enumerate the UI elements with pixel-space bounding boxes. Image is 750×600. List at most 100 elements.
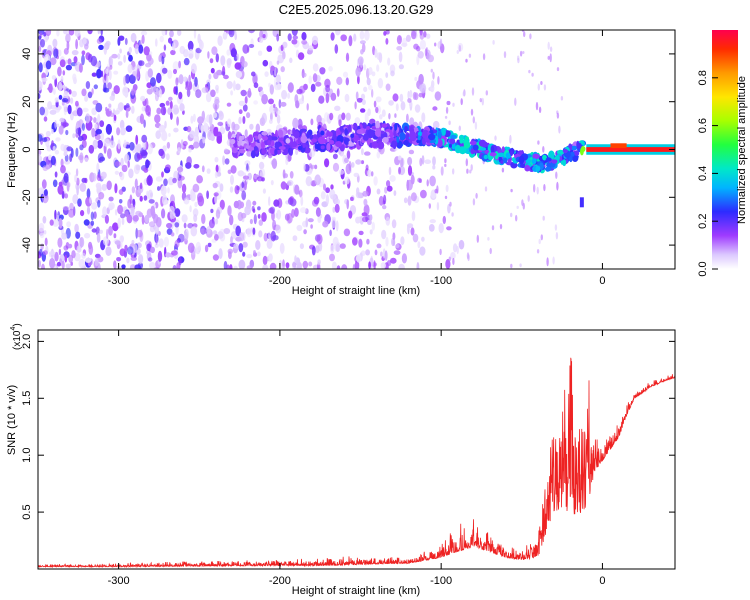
spectrogram-cell <box>501 167 505 173</box>
spectrogram-cell <box>542 146 545 153</box>
spectrogram-cell <box>155 38 158 47</box>
spectrogram-cell <box>38 222 45 232</box>
spectrogram-cell <box>419 31 425 40</box>
spectrogram-cell <box>334 203 340 213</box>
spectrogram-cell <box>285 262 290 269</box>
spectrogram-cell <box>315 245 320 254</box>
spectrogram-cell <box>398 166 401 175</box>
spectrogram-cell <box>122 86 129 97</box>
spectrogram-cell <box>315 81 322 87</box>
spectrogram-cell <box>452 257 455 266</box>
spectrogram-cell <box>224 158 230 165</box>
spectrogram-cell <box>75 231 81 239</box>
spectrogram-cell <box>344 157 349 164</box>
spectrogram-cell <box>266 239 273 250</box>
spectrogram-cell <box>188 48 194 60</box>
spectrogram-cell <box>358 238 363 248</box>
signal-cell <box>261 148 267 155</box>
spectrogram-cell <box>418 178 422 183</box>
spectrogram-cell <box>208 114 213 125</box>
spectrogram-cell <box>390 257 397 264</box>
spectrogram-cell <box>487 237 490 241</box>
spectrogram-cell <box>215 164 219 173</box>
spectrogram-cell <box>117 204 124 215</box>
spectrogram-cell <box>293 265 298 269</box>
spectrogram-cell <box>374 249 378 256</box>
spectrogram-cell <box>88 244 94 256</box>
spectrogram-cell <box>74 174 77 183</box>
spectrogram-cell <box>194 76 198 87</box>
spectrogram-cell <box>49 219 54 226</box>
spectrogram-cell <box>238 243 244 253</box>
spectrogram-cell <box>210 67 215 74</box>
spectrogram-cell <box>410 227 415 236</box>
spectrogram-cell <box>300 207 307 214</box>
snr-multiplier-base: (x10 <box>12 330 23 350</box>
spectrogram-cell <box>338 169 345 175</box>
spectrogram-cell <box>174 208 181 217</box>
colorbar-tick-label: 0.2 <box>697 214 709 229</box>
spectrogram-cell <box>386 180 391 188</box>
signal-cell <box>362 133 369 141</box>
spectrogram-cell <box>155 234 158 245</box>
spectrogram-cell <box>465 158 468 167</box>
spectrogram-cell <box>212 230 218 235</box>
spectrogram-cell <box>273 199 280 207</box>
signal-cell <box>394 123 398 131</box>
spectrogram-cell <box>209 58 214 64</box>
spectrogram-cell <box>278 99 282 109</box>
signal-cell <box>367 129 375 139</box>
spectrogram-cell <box>292 35 298 40</box>
spectrogram-cell <box>63 30 68 35</box>
spectrogram-cell <box>65 59 68 64</box>
signal-cell <box>352 122 358 131</box>
spectrogram-cell <box>135 210 142 217</box>
spectrogram-cell <box>163 178 168 187</box>
spectrogram-cell <box>214 98 220 105</box>
spectrogram-cell <box>76 185 79 196</box>
spectrogram-cell <box>407 156 413 166</box>
spectrogram-cell <box>371 88 374 98</box>
spectrogram-cell <box>87 91 93 99</box>
spectrogram-cell <box>173 68 177 75</box>
spectrogram-cell <box>373 100 377 108</box>
spectrogram-cell <box>131 186 136 194</box>
spectrogram-cell <box>60 75 64 83</box>
spectrogram-cell <box>96 173 102 182</box>
spectrogram-cell <box>294 184 300 195</box>
spectrogram-cell <box>112 222 119 232</box>
spectrogram-cell <box>227 118 232 127</box>
spectrogram-cell <box>128 46 132 54</box>
spectrogram-cell <box>345 112 351 121</box>
spectrogram-cell <box>54 149 60 155</box>
y-tick-label: 1.5 <box>21 391 33 406</box>
spectrogram-cell <box>393 190 397 197</box>
spectrogram-cell <box>442 215 446 225</box>
snr-series-line <box>38 357 675 569</box>
spectrogram-cell <box>118 199 123 204</box>
spectrogram-cell <box>100 30 103 36</box>
spectrogram-cell <box>217 121 224 126</box>
spectrogram-cell <box>169 100 173 110</box>
spectrogram-cell <box>289 171 294 179</box>
spectrogram-cell <box>146 243 152 252</box>
spectrogram-cell <box>426 33 431 39</box>
colorbar-gradient <box>712 30 738 269</box>
spectrogram-cell <box>199 40 204 50</box>
spectrogram-cell <box>305 176 313 187</box>
spectrogram-cell <box>127 160 130 168</box>
signal-cell <box>450 134 457 139</box>
spectrogram-cell <box>482 53 486 61</box>
spectrogram-cell <box>85 81 91 89</box>
spectrogram-cell <box>311 35 319 45</box>
spectrogram-cell <box>325 194 330 206</box>
spectrogram-cell <box>155 130 161 140</box>
spectrogram-cell <box>195 241 201 252</box>
spectrogram-cell <box>166 222 173 229</box>
spectrogram-cell <box>53 48 59 59</box>
spectrogram-cell <box>208 219 215 229</box>
spectrogram-cell <box>301 32 307 41</box>
spectrogram-cell <box>400 101 406 111</box>
spectrogram-cell <box>445 259 451 269</box>
spectrogram-cell <box>385 38 389 45</box>
